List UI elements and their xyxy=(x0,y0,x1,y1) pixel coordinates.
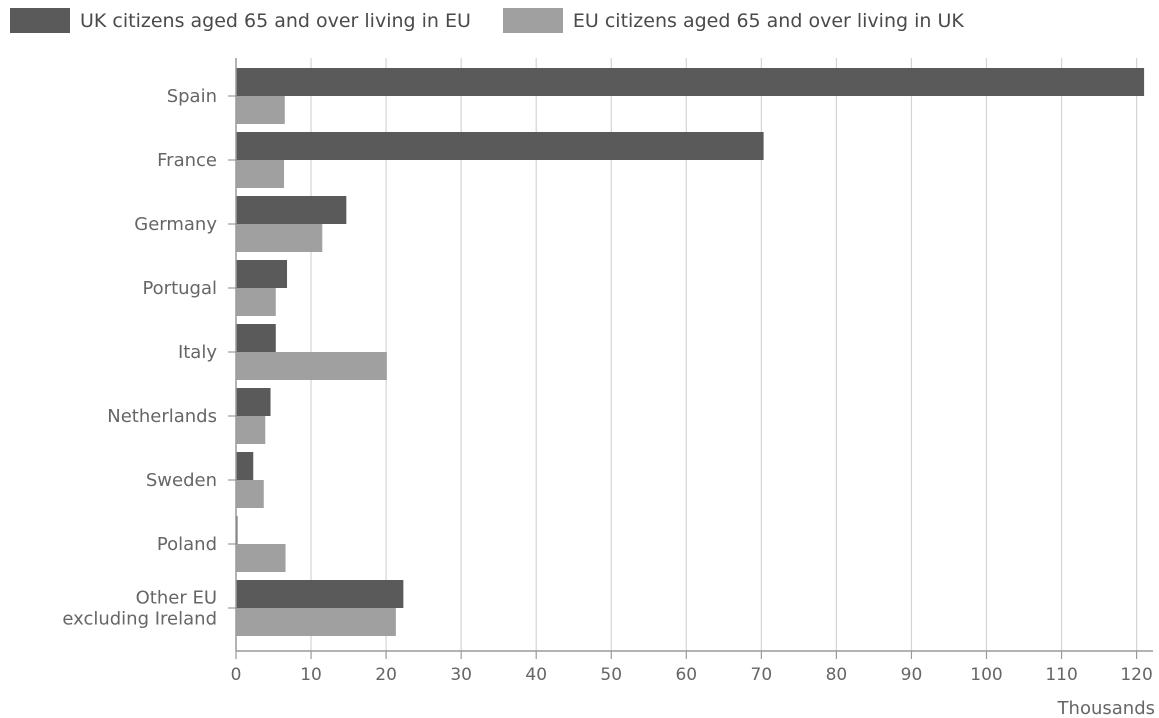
bar-eu-4 xyxy=(236,288,276,316)
bar-uk-4 xyxy=(236,260,288,288)
x-tick-label-10: 10 xyxy=(300,665,322,685)
bar-eu-1 xyxy=(236,96,285,124)
bar-eu-8 xyxy=(236,544,286,572)
bar-uk-9 xyxy=(236,580,404,608)
bar-uk-5 xyxy=(236,324,276,352)
legend-label-eu: EU citizens aged 65 and over living in U… xyxy=(572,9,964,32)
x-axis-title: Thousands xyxy=(1057,698,1155,718)
bar-eu-5 xyxy=(236,352,387,380)
legend-item-uk: UK citizens aged 65 and over living in E… xyxy=(10,8,471,33)
bar-uk-8 xyxy=(236,516,238,544)
category-label-6: Netherlands xyxy=(107,406,217,427)
x-tick-label-120: 120 xyxy=(1120,665,1152,685)
legend-label-uk: UK citizens aged 65 and over living in E… xyxy=(80,9,471,32)
category-label-3: Germany xyxy=(134,214,217,235)
legend-item-eu: EU citizens aged 65 and over living in U… xyxy=(502,8,964,33)
x-tick-label-20: 20 xyxy=(375,665,397,685)
bar-uk-6 xyxy=(236,388,271,416)
chart-legend: UK citizens aged 65 and over living in E… xyxy=(10,8,996,33)
x-tick-label-100: 100 xyxy=(970,665,1002,685)
category-label-5: Italy xyxy=(178,342,217,363)
x-tick-label-70: 70 xyxy=(751,665,773,685)
legend-swatch-eu xyxy=(502,8,563,33)
x-tick-label-40: 40 xyxy=(525,665,547,685)
bar-uk-3 xyxy=(236,196,347,224)
bar-uk-7 xyxy=(236,452,254,480)
legend-swatch-uk xyxy=(10,8,70,33)
x-tick-label-30: 30 xyxy=(450,665,472,685)
bar-eu-7 xyxy=(236,480,264,508)
bar-uk-1 xyxy=(236,68,1145,96)
x-tick-label-60: 60 xyxy=(675,665,697,685)
category-label-7: Sweden xyxy=(146,470,217,491)
bar-eu-3 xyxy=(236,224,323,252)
category-label-9: Other EU excluding Ireland xyxy=(62,588,217,630)
category-label-1: Spain xyxy=(167,86,217,107)
category-label-4: Portugal xyxy=(142,278,217,299)
x-tick-label-80: 80 xyxy=(826,665,848,685)
bar-eu-9 xyxy=(236,608,396,636)
bar-eu-6 xyxy=(236,416,266,444)
x-tick-label-110: 110 xyxy=(1045,665,1077,685)
bar-uk-2 xyxy=(236,132,764,160)
x-tick-label-0: 0 xyxy=(231,665,242,685)
category-label-8: Poland xyxy=(157,534,217,555)
x-tick-label-90: 90 xyxy=(901,665,923,685)
bar-eu-2 xyxy=(236,160,285,188)
x-tick-label-50: 50 xyxy=(600,665,622,685)
category-label-2: France xyxy=(157,150,217,171)
